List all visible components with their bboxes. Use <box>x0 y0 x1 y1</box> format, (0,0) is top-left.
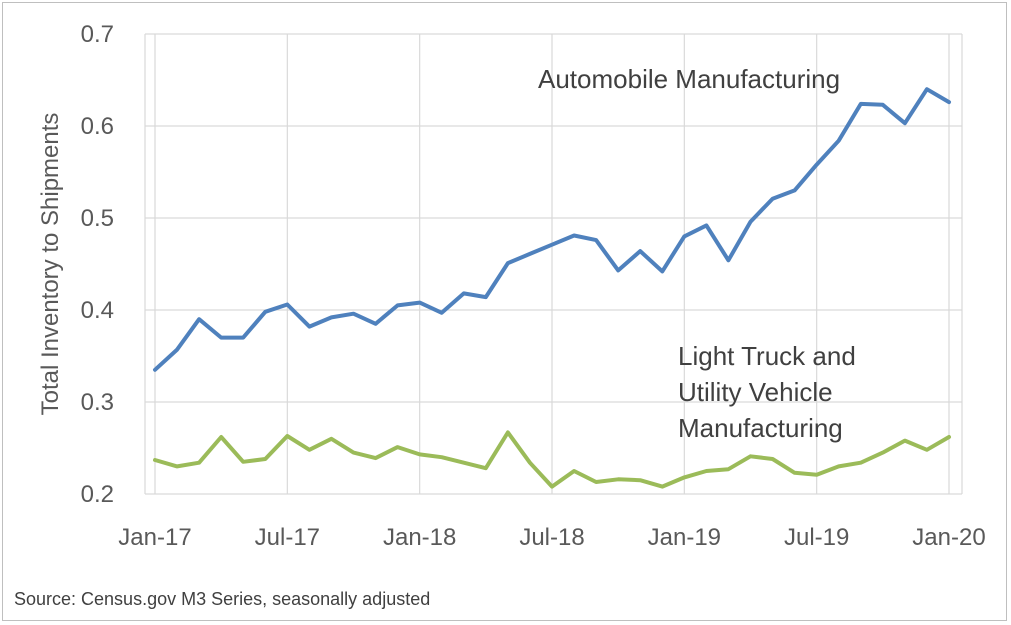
y-tick-label: 0.4 <box>81 297 114 324</box>
x-tick-label: Jan-20 <box>912 524 985 551</box>
x-tick-label: Jan-19 <box>648 524 721 551</box>
x-axis-ticks: Jan-17 Jul-17 Jan-18 Jul-18 Jan-19 Jul-19 Jan-… <box>118 524 985 551</box>
series-label-light-truck-line-3: Manufacturing <box>678 413 843 443</box>
series-line-0 <box>153 87 951 372</box>
x-tick-label: Jul-17 <box>255 524 320 551</box>
x-tick-label: Jan-18 <box>383 524 456 551</box>
source-note: Source: Census.gov M3 Series, seasonally… <box>14 589 431 609</box>
x-tick-label: Jul-19 <box>784 524 849 551</box>
y-tick-label: 0.6 <box>81 113 114 140</box>
series-line-1 <box>153 430 951 489</box>
series-label-light-truck-line-2: Utility Vehicle <box>678 377 833 407</box>
y-tick-label: 0.7 <box>81 21 114 48</box>
x-tick-label: Jul-18 <box>519 524 584 551</box>
series-label-light-truck-line-1: Light Truck and <box>678 341 856 371</box>
y-tick-label: 0.3 <box>81 389 114 416</box>
series-label-automobile: Automobile Manufacturing <box>538 64 840 94</box>
series-lines <box>153 87 951 489</box>
y-axis-label: Total Inventory to Shipments <box>37 113 64 416</box>
x-tick-label: Jan-17 <box>118 524 191 551</box>
gridlines <box>144 33 963 495</box>
y-axis-ticks: 0.2 0.3 0.4 0.5 0.6 0.7 <box>81 21 114 508</box>
y-tick-label: 0.5 <box>81 205 114 232</box>
y-tick-label: 0.2 <box>81 481 114 508</box>
